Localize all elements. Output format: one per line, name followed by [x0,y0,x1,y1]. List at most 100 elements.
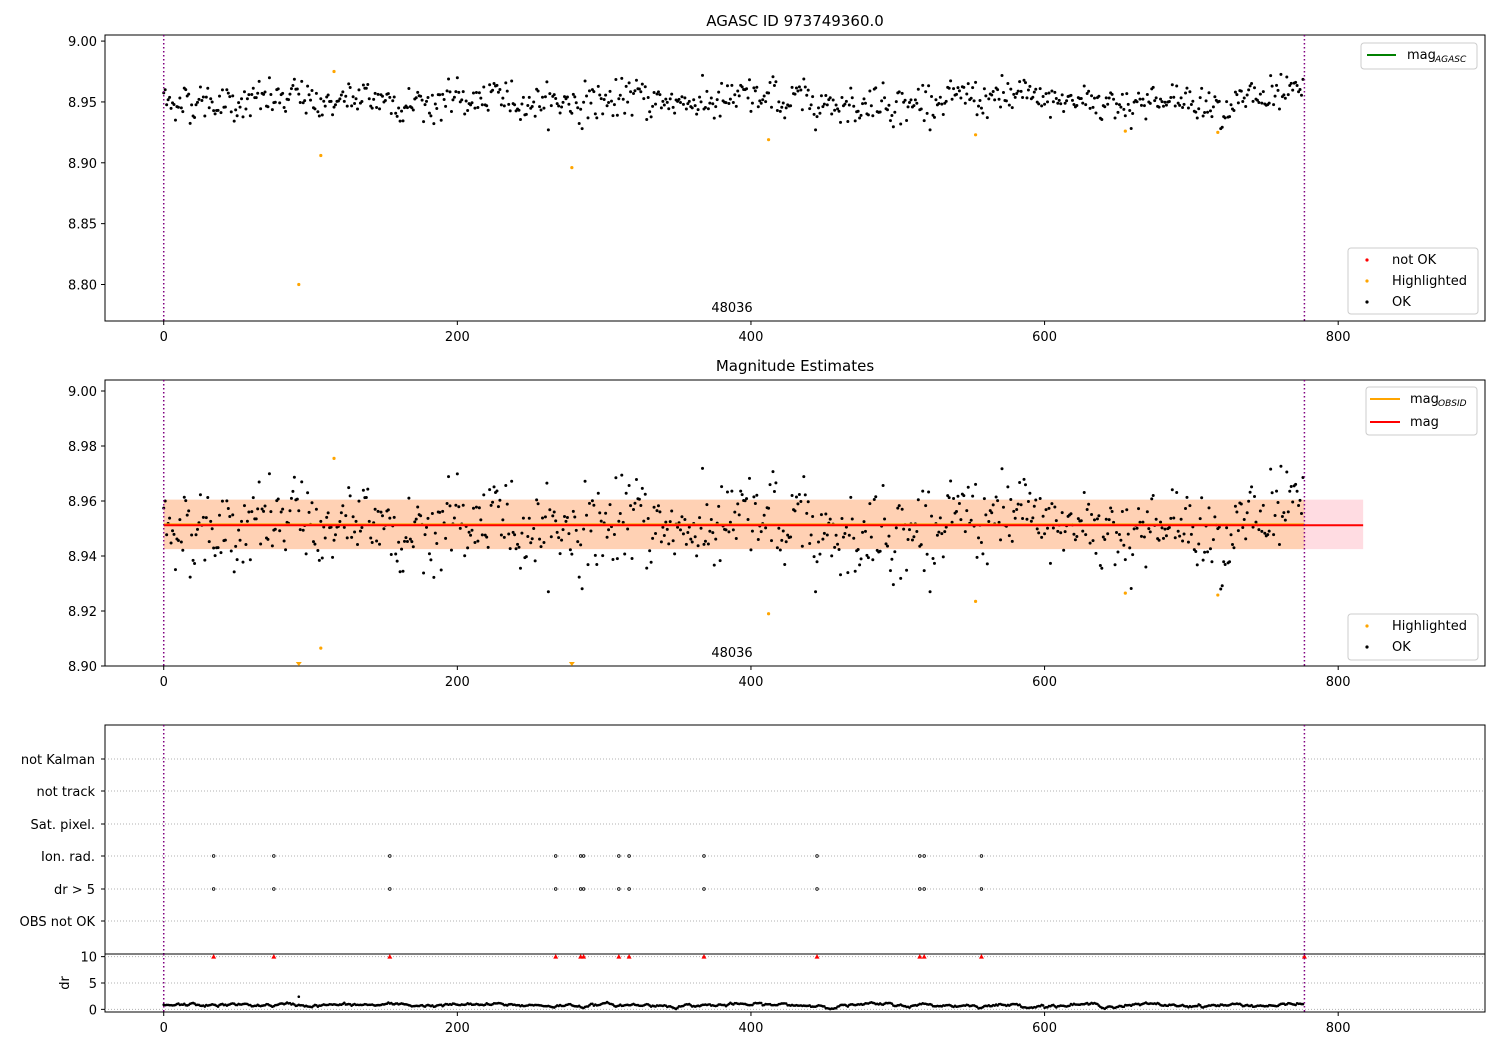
estimates-ok-point [912,535,916,539]
agasc-ok-point [188,121,192,125]
estimates-ok-point [232,570,236,574]
estimates-ok-point [270,544,274,548]
agasc-ok-point [1233,90,1237,94]
agasc-ok-point [298,100,302,104]
estimates-ok-point [1276,500,1280,504]
estimates-ok-point [702,542,706,546]
estimates-ok-point [540,516,544,520]
estimates-ok-point [292,475,296,479]
agasc-ok-point [1060,93,1064,97]
agasc-ok-point [952,87,956,91]
estimates-ok-point [407,496,411,500]
estimates-ok-point [1063,530,1067,534]
estimates-ok-point [701,466,705,470]
estimates-ok-point [282,539,286,543]
panel-flags: not Kalman not track Sat. pixel. Ion. ra… [20,724,1486,955]
agasc-ok-point [557,104,561,108]
estimates-ok-point [927,490,931,494]
agasc-ok-point [818,111,822,115]
agasc-ok-point [492,82,496,86]
agasc-ok-point [607,101,611,105]
estimates-ok-point [1148,530,1152,534]
agasc-ok-point [1026,88,1030,92]
agasc-ok-point [389,111,393,115]
agasc-ok-point [576,106,580,110]
estimates-ok-point [928,590,932,594]
agasc-ok-point [648,110,652,114]
estimates-ok-point [649,560,653,564]
agasc-highlighted-point [319,153,323,158]
dr-clipped-marker [701,954,707,959]
agasc-ok-point [561,100,565,104]
estimates-ok-point [375,539,379,543]
estimates-ok-point [543,515,547,519]
estimates-ok-point [165,533,169,537]
estimates-ok-point [818,552,822,556]
estimates-ok-point [171,529,175,533]
dr-point [1041,1004,1045,1007]
estimates-ok-point [1235,510,1239,514]
agasc-ok-point [665,100,669,104]
estimates-ok-point [1021,516,1025,520]
estimates-y-tick-label: 9.00 [68,385,97,400]
estimates-ok-point [533,559,537,563]
agasc-ok-point [1173,104,1177,108]
estimates-ok-point [278,529,282,533]
agasc-ok-point [545,80,549,84]
agasc-ok-point [800,108,804,112]
flag-label-sat-pixel: Sat. pixel. [31,818,95,833]
estimates-ok-point [379,510,383,514]
agasc-ok-point [242,90,246,94]
agasc-ok-point [678,101,682,105]
agasc-ok-point [1015,92,1019,96]
agasc-ok-point [439,118,443,122]
estimates-ok-point [251,496,255,500]
agasc-ok-point [620,76,624,80]
estimates-ok-point [441,509,445,513]
estimates-ok-point [1031,516,1035,520]
agasc-ok-point [257,79,261,83]
agasc-y-tick-label: 8.80 [68,278,97,293]
legend-highlighted-label-estimates: Highlighted [1392,619,1467,634]
flag-label-not-track: not track [36,785,95,800]
agasc-ok-point [292,77,296,81]
estimates-ok-point [1090,512,1094,516]
estimates-ok-point [411,545,415,549]
estimates-ok-point [746,518,750,522]
agasc-ok-point [991,89,995,93]
agasc-ok-point [808,107,812,111]
estimates-ok-point [655,509,659,513]
legend-ok-label-agasc: OK [1392,295,1411,310]
estimates-ok-point [1009,497,1013,501]
estimates-ok-point [627,483,631,487]
estimates-y-tick-label: 8.98 [68,440,97,455]
estimates-ok-point [210,527,214,531]
agasc-ok-point [282,105,286,109]
agasc-ok-point [570,111,574,115]
estimates-ok-point [695,554,699,558]
estimates-ok-point [188,575,192,579]
agasc-ok-point [1013,95,1017,99]
agasc-ok-point [1154,96,1158,100]
agasc-ok-point [790,85,794,89]
estimates-ok-point [646,517,650,521]
estimates-ok-point [492,485,496,489]
estimates-ok-point [317,558,321,562]
estimates-ok-point [614,476,618,480]
agasc-ok-point [708,101,712,105]
estimates-ok-point [345,536,349,540]
estimates-ok-point [1157,538,1161,542]
agasc-ok-point [463,112,467,116]
agasc-ok-point [780,105,784,109]
agasc-ok-point [1201,114,1205,118]
agasc-ok-point [266,105,270,109]
estimates-ok-point [794,495,798,499]
agasc-ok-point [538,105,542,109]
estimates-ok-point [201,515,205,519]
estimates-ok-point [891,583,895,587]
estimates-ok-point [984,513,988,517]
estimates-ok-point [235,558,239,562]
agasc-ok-point [231,94,235,98]
agasc-ok-point [624,84,628,88]
estimates-ok-point [549,535,553,539]
